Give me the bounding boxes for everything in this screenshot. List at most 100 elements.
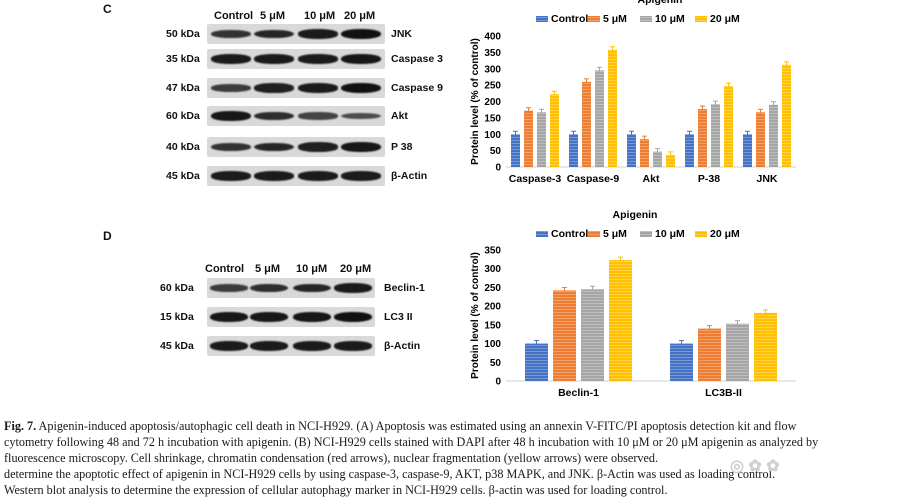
blot-strip (207, 336, 375, 356)
bar-10-μm (581, 289, 604, 381)
bar-5-μm (698, 328, 721, 381)
legend-label: 5 μM (603, 13, 627, 25)
y-tick-label: 50 (490, 358, 502, 369)
blot-band (334, 283, 372, 293)
panel-c-letter: C (103, 2, 112, 16)
blot-mw-label: 47 kDa (166, 82, 200, 94)
bar-20-μm (550, 94, 559, 167)
bar-control (569, 134, 578, 167)
y-tick-label: 100 (484, 130, 501, 141)
blot-band (211, 142, 251, 152)
bar-5-μm (582, 81, 591, 167)
bar-5-μm (756, 112, 765, 167)
bar-20-μm (754, 312, 777, 381)
blot-band (298, 171, 338, 181)
bar-control (743, 134, 752, 167)
legend-swatch (695, 16, 707, 22)
panel-d-letter: D (103, 229, 112, 243)
bar-10-μm (711, 104, 720, 167)
caption-line-2: cytometry following 48 and 72 h incubati… (4, 435, 819, 449)
y-tick-label: 200 (484, 97, 501, 108)
blot-band (298, 54, 338, 64)
blot-protein-label: β-Actin (384, 340, 421, 352)
bar-10-μm (726, 323, 749, 381)
bar-20-μm (724, 86, 733, 167)
bar-10-μm (537, 112, 546, 167)
blot-band (341, 112, 381, 120)
blot-column-header: 5 μM (260, 10, 286, 22)
bar-10-μm (769, 104, 778, 167)
blot-strip (207, 278, 375, 298)
legend-swatch (640, 231, 652, 237)
bar-20-μm (666, 154, 675, 167)
blot-band (254, 111, 294, 121)
caption-line-5: Western blot analysis to determine the e… (4, 483, 668, 497)
y-tick-label: 300 (484, 64, 501, 75)
blot-band (250, 341, 288, 351)
blot-band (293, 341, 331, 351)
blot-protein-label: JNK (391, 28, 413, 40)
y-tick-label: 100 (484, 339, 501, 350)
blot-strip (207, 137, 385, 157)
blot-mw-label: 40 kDa (166, 141, 200, 153)
bar-chart-panel-d: Apigenin Control 5 μM 10 μM 20 μM Protein lev… (470, 209, 796, 399)
blot-protein-label: β-Actin (391, 170, 428, 182)
x-category-label: Akt (643, 173, 660, 185)
blot-band (211, 29, 251, 39)
blot-band (341, 54, 381, 64)
caption-line-3: fluorescence microscopy. Cell shrinkage,… (4, 451, 659, 465)
bar-control (627, 134, 636, 167)
blot-mw-label: 60 kDa (166, 110, 200, 122)
y-tick-label: 250 (484, 81, 501, 92)
blot-band (298, 29, 338, 39)
bar-chart-panel-c: Apigenin Control 5 μM 10 μM 20 μM Protein lev… (470, 0, 796, 185)
blot-column-header: 10 μM (304, 10, 336, 22)
blot-band (250, 283, 288, 293)
blot-mw-label: 45 kDa (160, 340, 194, 352)
bar-control (670, 343, 693, 381)
blot-strip (207, 49, 385, 69)
legend-swatch (588, 231, 600, 237)
blot-band (341, 83, 381, 93)
blot-band (211, 54, 251, 64)
blot-band (250, 312, 288, 322)
blot-column-header: Control (214, 10, 254, 22)
legend-label: 10 μM (655, 228, 685, 240)
legend-label: 5 μM (603, 228, 627, 240)
blot-mw-label: 60 kDa (160, 282, 194, 294)
blot-protein-label: Akt (391, 110, 408, 122)
chart-title: Apigenin (638, 0, 683, 6)
bar-10-μm (595, 70, 604, 167)
y-tick-label: 300 (484, 264, 501, 275)
bar-20-μm (608, 49, 617, 167)
y-axis-label: Protein level (% of control) (470, 252, 481, 379)
blot-band (293, 312, 331, 322)
bar-10-μm (653, 151, 662, 167)
legend-label: 20 μM (710, 228, 740, 240)
blot-protein-label: LC3 II (384, 311, 413, 323)
y-tick-label: 50 (490, 146, 502, 157)
bar-5-μm (524, 110, 533, 167)
bar-5-μm (640, 139, 649, 167)
blot-band (254, 54, 294, 64)
blot-band (211, 111, 251, 121)
y-tick-label: 150 (484, 320, 501, 331)
blot-band (298, 83, 338, 93)
blot-column-header: Control (205, 263, 245, 275)
blot-band (254, 142, 294, 152)
blot-column-header: 5 μM (255, 263, 281, 275)
blot-mw-label: 15 kDa (160, 311, 194, 323)
blot-band (341, 171, 381, 181)
blot-column-header: 10 μM (296, 263, 328, 275)
blot-band (254, 83, 294, 93)
legend-label: 20 μM (710, 13, 740, 25)
bar-5-μm (698, 109, 707, 167)
bar-control (525, 343, 548, 381)
legend-swatch (536, 231, 548, 237)
blot-band (293, 283, 331, 293)
blot-mw-label: 50 kDa (166, 28, 200, 40)
blot-band (211, 171, 251, 181)
watermark-logo: ◎ ✿ ✿ (730, 458, 780, 475)
bar-control (511, 134, 520, 167)
x-category-label: JNK (756, 173, 777, 185)
